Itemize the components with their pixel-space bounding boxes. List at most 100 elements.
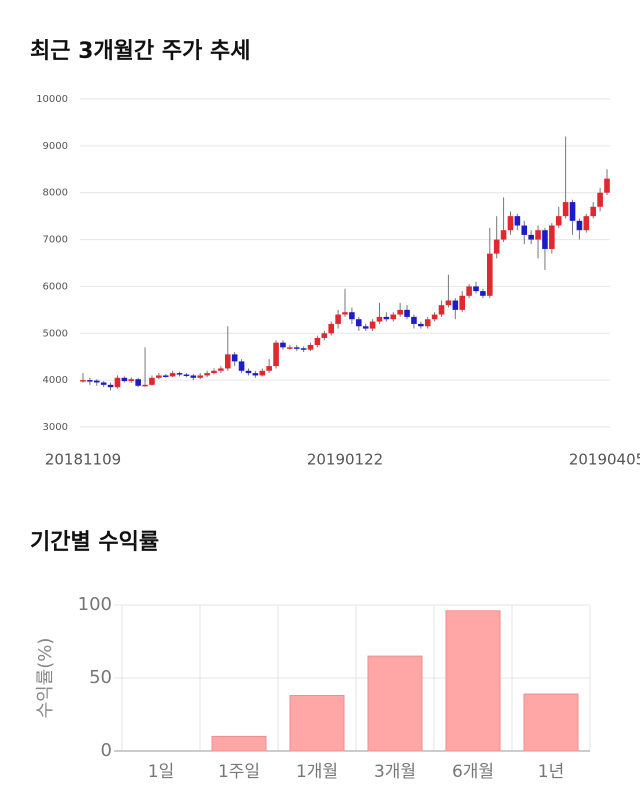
candle-body: [569, 202, 576, 221]
y-tick-label: 8000: [43, 188, 68, 199]
candle-body: [486, 253, 493, 296]
y-tick-label: 50: [89, 667, 112, 688]
candle-body: [142, 384, 148, 387]
y-axis-label: 수익률(%): [35, 638, 56, 719]
candle-body: [549, 225, 555, 249]
y-tick-label: 0: [101, 740, 112, 761]
candle-body: [438, 305, 445, 315]
y-tick-label: 4000: [43, 375, 68, 386]
candle-body: [473, 286, 479, 292]
candle-body: [211, 370, 217, 374]
candle-body: [411, 316, 417, 324]
candle-body: [252, 373, 259, 376]
candle-body: [576, 220, 583, 231]
candle-body: [93, 380, 100, 383]
candle-body: [162, 375, 169, 377]
candle-body: [280, 342, 286, 348]
bar: [211, 735, 267, 752]
candle-body: [307, 345, 314, 350]
candle-body: [224, 354, 231, 369]
candle-body: [231, 354, 238, 362]
x-tick-label: 20181109: [45, 451, 121, 469]
candle-body: [424, 319, 431, 327]
candle-body: [452, 300, 459, 310]
y-tick-label: 5000: [43, 328, 68, 339]
candle-body: [114, 377, 121, 388]
candle-body: [169, 373, 176, 377]
x-tick-label: 1일: [148, 762, 174, 782]
candle-body: [418, 323, 424, 327]
x-tick-label: 6개월: [452, 762, 494, 782]
bar: [445, 610, 501, 752]
x-tick-label: 1주일: [218, 762, 260, 782]
candle-body: [314, 337, 321, 345]
bar: [289, 695, 345, 752]
candle-body: [300, 348, 307, 350]
candle-body: [542, 230, 548, 249]
candle-body: [590, 206, 597, 217]
candle-body: [535, 230, 541, 240]
candle-body: [259, 370, 266, 376]
candle-body: [293, 347, 300, 349]
candle-body: [562, 202, 569, 217]
candle-body: [528, 234, 534, 240]
y-tick-label: 100: [78, 594, 112, 615]
candle-body: [321, 333, 328, 338]
candle-body: [335, 314, 341, 324]
candle-body: [349, 312, 355, 320]
y-tick-label: 6000: [43, 281, 68, 292]
y-tick-label: 7000: [43, 235, 68, 246]
candle-body: [555, 216, 562, 226]
candle-body: [480, 291, 486, 296]
candle-body: [100, 382, 107, 385]
candle-body: [135, 379, 141, 386]
candle-body: [128, 379, 135, 382]
candle-body: [431, 314, 438, 320]
candle-body: [507, 216, 514, 231]
bar: [523, 693, 579, 752]
candle-body: [176, 373, 183, 375]
candle-body: [397, 309, 403, 315]
candle-body: [218, 368, 224, 371]
candle-body: [369, 321, 376, 329]
candle-body: [149, 377, 155, 385]
candle-body: [245, 370, 252, 374]
candle-body: [493, 239, 500, 254]
x-tick-label: 20190122: [307, 451, 383, 469]
x-tick-label: 1년: [538, 762, 564, 782]
chart-title: 최근 3개월간 주가 추세: [30, 39, 250, 64]
candle-body: [342, 312, 348, 315]
candle-body: [328, 323, 335, 334]
candle-body: [156, 375, 162, 378]
candle-body: [87, 380, 93, 382]
candle-body: [197, 375, 204, 378]
candle-body: [597, 192, 603, 207]
candle-body: [521, 225, 528, 235]
candle-body: [355, 319, 362, 327]
candle-body: [604, 178, 610, 193]
candle-body: [500, 230, 507, 240]
x-tick-label: 20190405: [569, 451, 640, 469]
bar: [367, 655, 423, 752]
candle-body: [287, 347, 293, 349]
candle-body: [238, 361, 245, 371]
candle-body: [266, 366, 272, 371]
candle-body: [459, 295, 466, 310]
candle-body: [514, 216, 521, 226]
candle-body: [376, 316, 383, 322]
candle-body: [362, 326, 369, 329]
candle-body: [121, 377, 128, 382]
candle-body: [204, 373, 210, 376]
y-tick-label: 3000: [43, 422, 68, 433]
chart-title: 기간별 수익률: [30, 530, 159, 555]
candle-body: [190, 375, 197, 378]
candle-body: [404, 309, 410, 317]
candle-body: [583, 216, 590, 231]
candle-body: [107, 384, 114, 388]
x-tick-label: 3개월: [374, 762, 416, 782]
x-tick-label: 1개월: [296, 762, 338, 782]
y-tick-label: 9000: [43, 141, 68, 152]
candle-body: [80, 380, 86, 382]
candle-body: [273, 342, 279, 367]
